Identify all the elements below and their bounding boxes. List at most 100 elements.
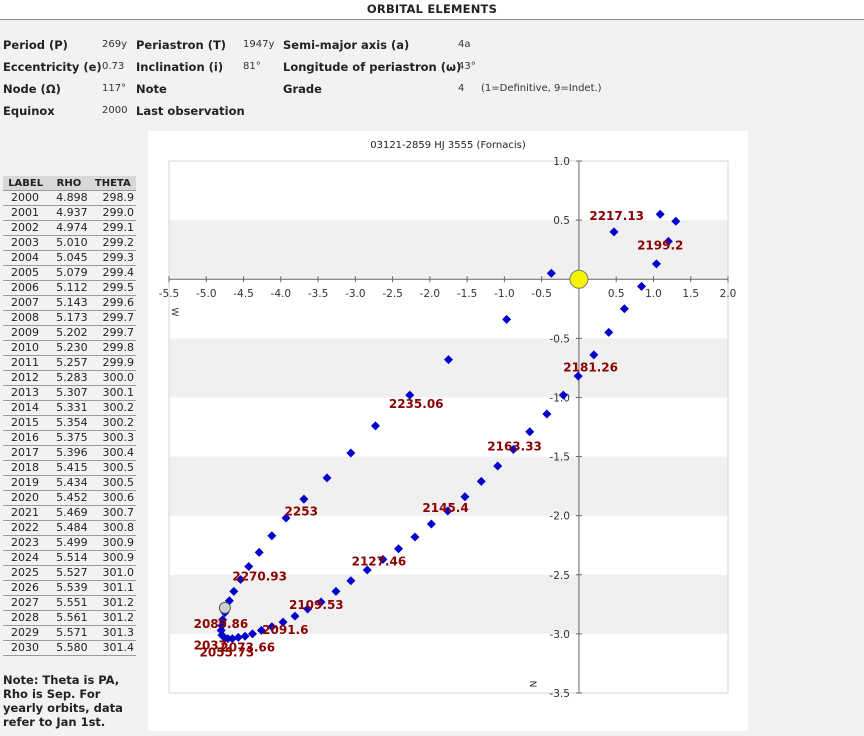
orbit-point [256,625,266,635]
table-row: 2024 5.514 300.9 [3,550,136,566]
grid-band [169,220,728,280]
orbit-point [240,631,250,641]
cell-label: 2027 [3,595,49,611]
table-row: 2019 5.434 300.5 [3,475,136,491]
table-row: 2005 5.079 299.4 [3,265,136,281]
cell-theta: 300.0 [89,370,136,386]
epoch-label: 2235.06 [389,397,444,411]
table-row: 2011 5.257 299.9 [3,355,136,371]
cell-label: 2001 [3,205,49,221]
table-row: 2009 5.202 299.7 [3,325,136,341]
cell-rho: 5.045 [48,250,90,266]
cell-theta: 300.4 [89,445,136,461]
orbit-point [444,355,453,365]
cell-rho: 5.143 [48,295,90,311]
cell-label: 2006 [3,280,49,296]
x-tick-label: -5.0 [196,288,217,300]
cell-rho: 5.484 [48,520,90,536]
orbit-point [227,634,237,644]
cell-rho: 5.469 [48,505,90,521]
cell-label: 2024 [3,550,49,566]
orbit-point [229,586,239,596]
orbit-point [589,350,599,360]
orbit-point [216,625,226,635]
period-label: Period (P) [3,38,68,52]
orbit-point [410,532,420,542]
epoch-label: 2037. [194,638,232,652]
table-row: 2008 5.173 299.7 [3,310,136,326]
cell-label: 2008 [3,310,49,326]
cell-rho: 5.202 [48,325,90,341]
cell-rho: 4.937 [48,205,90,221]
epoch-label: 2091.6 [262,623,308,637]
table-row: 2028 5.561 301.2 [3,610,136,626]
orbit-point [426,519,436,529]
cell-theta: 301.4 [89,640,136,656]
periastron-label: Periastron (T) [136,38,227,52]
page-header: ORBITAL ELEMENTS [0,0,864,20]
cell-theta: 299.0 [89,205,136,221]
semimajor-label: Semi-major axis (a) [283,38,410,52]
orbit-point [244,562,254,572]
orbit-point [443,506,453,516]
note-text: Note: Theta is PA, Rho is Sep. For yearl… [3,673,123,729]
cell-rho: 5.396 [48,445,90,461]
orbit-point [619,304,629,314]
cell-rho: 5.561 [48,610,90,626]
cell-label: 2013 [3,385,49,401]
y-tick-label: -2.0 [549,511,570,523]
cell-rho: 5.499 [48,535,90,551]
orbit-point [573,371,583,381]
table-row: 2030 5.580 301.4 [3,640,136,656]
orbit-point [217,630,227,640]
periastron-value: 1947y [243,39,275,50]
cell-label: 2010 [3,340,49,356]
cell-label: 2030 [3,640,49,656]
cell-theta: 299.7 [89,310,136,326]
cell-label: 2000 [3,190,49,206]
cell-label: 2002 [3,220,49,236]
cell-theta: 299.2 [89,235,136,251]
cell-theta: 301.2 [89,610,136,626]
eccentricity-label: Eccentricity (e) [3,60,102,74]
cell-label: 2022 [3,520,49,536]
table-row: 2004 5.045 299.3 [3,250,136,266]
axis-letter-n: N [527,681,537,688]
cell-theta: 301.2 [89,595,136,611]
table-header-row: LABEL RHO THETA [3,176,136,191]
cell-rho: 5.514 [48,550,90,566]
axis-letter-w: W [169,308,179,317]
orbit-point [370,421,380,431]
orbit-point [405,390,415,400]
cell-theta: 299.7 [89,325,136,341]
cell-rho: 5.173 [48,310,90,326]
epoch-label: 2089.86 [194,617,249,631]
orbit-point [460,492,470,502]
orbit-point [233,632,243,642]
grade-label: Grade [283,82,322,96]
cell-rho: 5.010 [48,235,90,251]
semimajor-value: 4a [458,39,471,50]
epoch-label: 2055.73 [200,645,255,659]
orbit-point [609,227,619,237]
column-header-rho: RHO [48,176,90,191]
cell-rho: 4.898 [48,190,90,206]
cell-theta: 301.1 [89,580,136,596]
x-tick-label: -1.0 [494,288,515,300]
cell-label: 2004 [3,250,49,266]
orbit-chart: 03121-2859 HJ 3555 (Fornacis) -5.5 -5.0 -4.… [159,140,737,700]
cell-rho: 4.974 [48,220,90,236]
x-tick-label: -2.5 [382,288,403,300]
table-row: 2016 5.375 300.3 [3,430,136,446]
cell-theta: 301.0 [89,565,136,581]
orbit-point [278,617,288,627]
cell-theta: 299.8 [89,340,136,356]
cell-theta: 300.7 [89,505,136,521]
orbit-point [247,629,257,639]
cell-rho: 5.551 [48,595,90,611]
orbit-point [493,461,503,471]
orbit-point [322,473,332,483]
cell-rho: 5.539 [48,580,90,596]
x-tick-label: -0.5 [531,288,552,300]
table-row: 2013 5.307 300.1 [3,385,136,401]
